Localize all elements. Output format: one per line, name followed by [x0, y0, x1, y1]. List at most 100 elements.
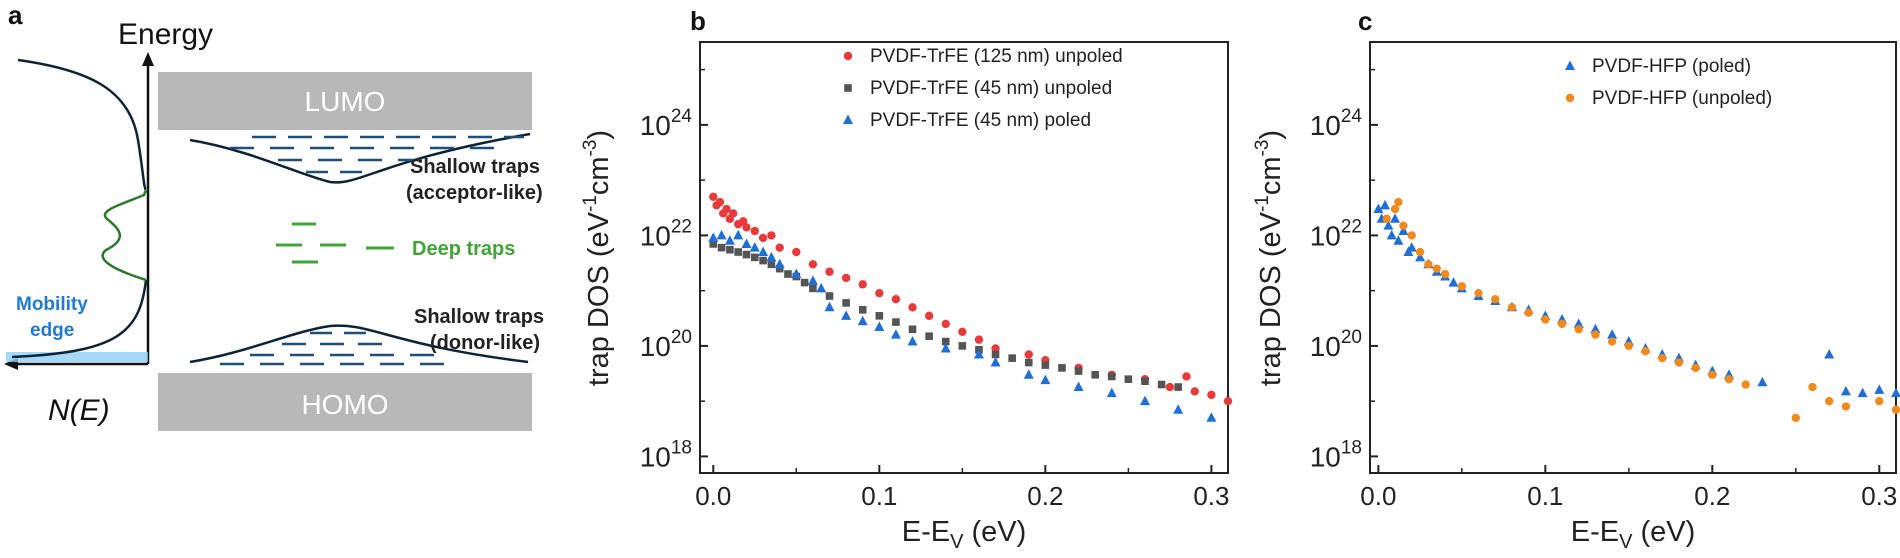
- legend-marker-c-0: [1565, 60, 1575, 70]
- data-point: [1607, 329, 1618, 339]
- data-point: [1390, 213, 1401, 223]
- legend-label-c-0: PVDF-HFP (poled): [1592, 56, 1751, 77]
- data-point: [890, 329, 901, 339]
- data-point: [958, 342, 967, 350]
- data-point: [1173, 404, 1184, 414]
- y-tick-label-b-3: 1024: [640, 106, 693, 141]
- data-point: [808, 260, 818, 269]
- data-point: [1824, 348, 1835, 359]
- data-point: [1590, 323, 1601, 334]
- homo-label: HOMO: [301, 389, 388, 420]
- y-tick-label-c-1: 1020: [1310, 327, 1362, 362]
- data-point: [1448, 277, 1459, 287]
- data-point: [858, 306, 867, 314]
- data-point: [1386, 229, 1397, 240]
- data-point: [1857, 387, 1868, 398]
- data-point: [841, 273, 851, 283]
- data-point: [1641, 347, 1650, 356]
- data-point: [1040, 374, 1051, 385]
- data-point: [874, 321, 885, 331]
- legend-marker-b-1: [844, 84, 852, 92]
- data-point: [1024, 350, 1033, 359]
- data-point: [1757, 376, 1768, 387]
- data-point: [758, 233, 768, 243]
- data-point: [1415, 247, 1425, 257]
- data-point: [1390, 204, 1400, 214]
- legend-label-c-1: PVDF-HFP (unpoled): [1592, 88, 1772, 109]
- data-point: [1207, 390, 1216, 400]
- y-tick-label-c-3: 1024: [1310, 106, 1363, 141]
- data-point: [767, 231, 776, 240]
- data-point: [1190, 387, 1199, 396]
- data-point: [1406, 242, 1417, 252]
- data-point: [750, 226, 759, 236]
- data-point: [1373, 203, 1384, 214]
- data-point: [1574, 325, 1583, 334]
- data-point: [767, 260, 776, 269]
- data-point: [1107, 372, 1116, 381]
- data-point: [891, 295, 901, 304]
- data-point: [1491, 295, 1500, 304]
- series-c-1: [1382, 197, 1900, 423]
- data-point: [1024, 358, 1033, 367]
- data-point: [1891, 387, 1900, 398]
- data-point: [749, 242, 760, 252]
- data-point: [1407, 231, 1416, 240]
- plot-frame-c: [1369, 41, 1897, 474]
- data-point: [1074, 367, 1083, 375]
- acceptor-trap-envelope: [189, 132, 531, 184]
- data-point: [1141, 377, 1149, 385]
- acceptor-trap-levels: [230, 135, 524, 174]
- data-point: [775, 264, 784, 273]
- data-point: [784, 270, 792, 278]
- data-point: [709, 240, 718, 248]
- data-point: [759, 256, 767, 265]
- data-point: [1874, 384, 1885, 394]
- donor-trap-levels: [220, 331, 444, 366]
- data-point: [841, 310, 852, 320]
- data-point: [1607, 337, 1617, 346]
- data-point: [800, 278, 809, 287]
- y-axis-label-c: trap DOS (eV-1cm-3): [1252, 130, 1287, 386]
- data-point: [1474, 288, 1483, 298]
- data-point: [774, 258, 785, 269]
- data-point: [1557, 319, 1567, 329]
- data-point: [1174, 383, 1182, 391]
- data-point: [892, 318, 900, 326]
- data-point: [941, 337, 950, 346]
- mobility-label-1: Mobility: [16, 294, 88, 315]
- data-point: [1399, 221, 1408, 230]
- deep-trap-curve: [101, 189, 148, 282]
- series-c-0: [1373, 199, 1900, 398]
- data-point: [1398, 225, 1409, 236]
- data-point: [1091, 371, 1099, 379]
- donor-label-1: Shallow traps: [414, 306, 544, 328]
- legend-label-b-2: PVDF-TrFE (45 nm) poled: [870, 110, 1091, 131]
- data-point: [716, 229, 727, 240]
- mobility-label-2: edge: [30, 320, 74, 341]
- data-point: [750, 253, 759, 262]
- data-point: [1875, 396, 1884, 406]
- data-point: [729, 209, 738, 218]
- data-point: [1808, 382, 1817, 392]
- legend-marker-b-0: [843, 51, 853, 61]
- x-axis-label-b: E-EV (eV): [902, 516, 1027, 553]
- x-tick-label-c-3: 0.3: [1861, 481, 1897, 511]
- data-point: [958, 327, 967, 337]
- data-point: [791, 268, 802, 279]
- homo-tail-curve: [11, 279, 148, 359]
- data-point: [1382, 214, 1391, 223]
- data-point: [973, 348, 984, 359]
- data-point: [1825, 396, 1834, 406]
- data-point: [824, 301, 835, 312]
- data-point: [941, 319, 950, 329]
- data-point: [1741, 380, 1750, 389]
- data-point: [1008, 354, 1016, 362]
- data-point: [1415, 251, 1426, 262]
- data-point: [1624, 341, 1634, 351]
- homo-band: [158, 373, 532, 431]
- data-point: [1106, 387, 1117, 398]
- legend-label-b-0: PVDF-TrFE (125 nm) unpoled: [870, 46, 1123, 67]
- data-point: [858, 280, 867, 289]
- data-point: [1041, 361, 1050, 369]
